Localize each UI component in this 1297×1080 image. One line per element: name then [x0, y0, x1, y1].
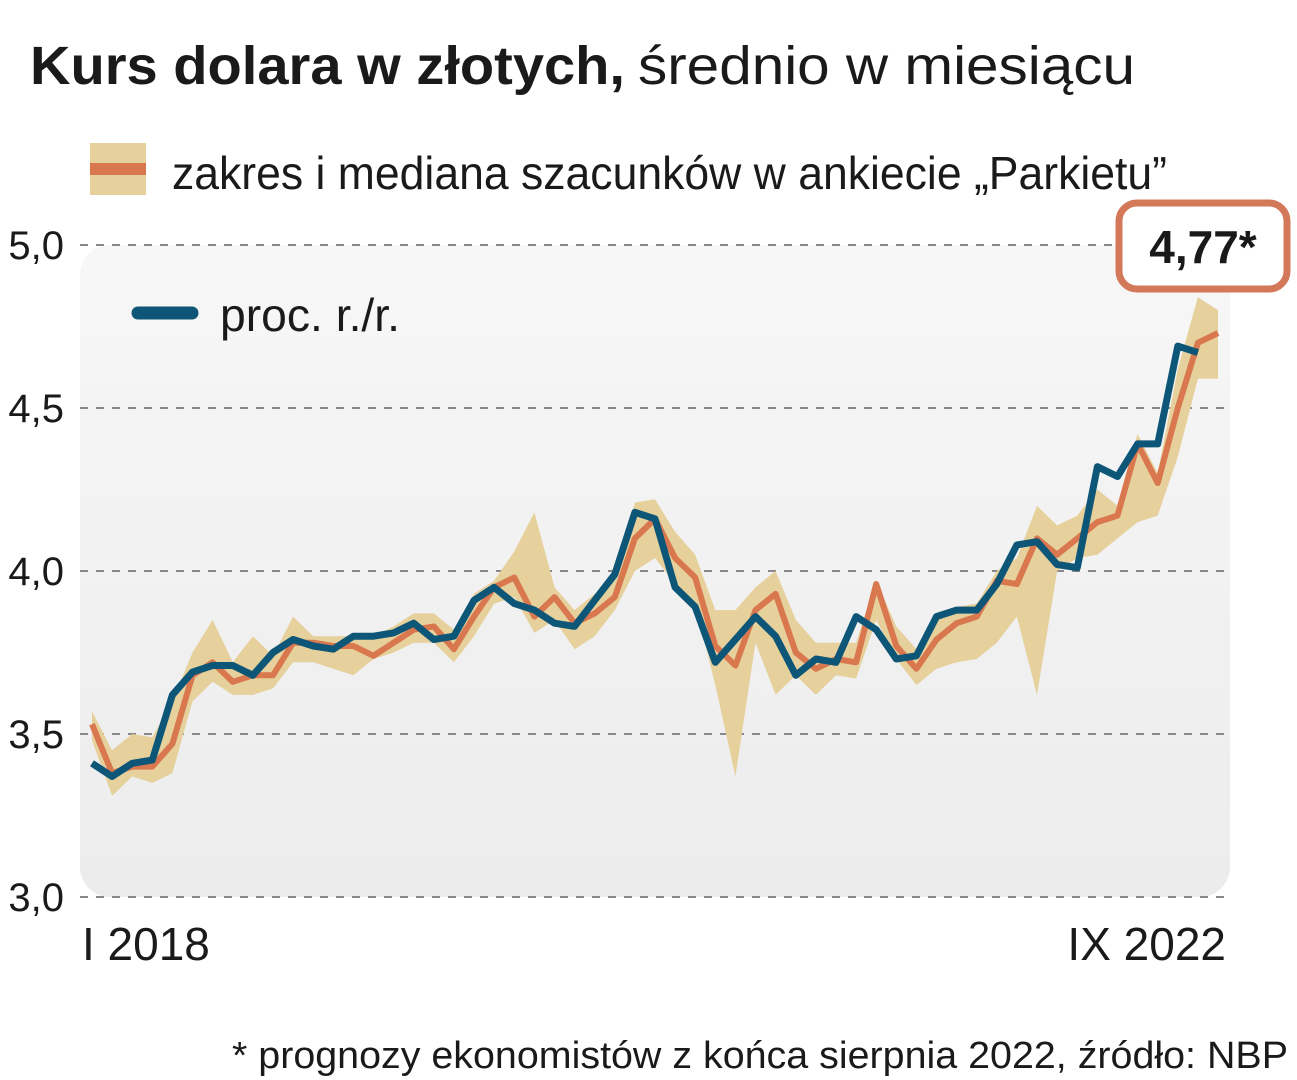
y-tick-label: 5,0	[8, 224, 64, 268]
y-tick-label: 3,0	[8, 876, 64, 920]
range-band	[92, 297, 1218, 796]
data-line	[90, 342, 1199, 780]
y-tick-label: 4,0	[8, 550, 64, 594]
footnote: * prognozy ekonomistów z końca sierpnia …	[232, 1035, 1288, 1077]
plot-background	[80, 245, 1230, 897]
y-tick-label: 3,5	[8, 713, 64, 757]
chart-title: Kurs dolara w złotych,	[30, 36, 625, 96]
x-tick-label: I 2018	[82, 918, 210, 970]
chart-subtitle: średnio w miesiącu	[638, 36, 1135, 96]
y-tick-label: 4,5	[8, 387, 64, 431]
legend-median-swatch	[90, 163, 146, 175]
annotation-box	[1115, 199, 1291, 293]
annotation-label: 4,77*	[1149, 221, 1257, 273]
legend-label: zakres i mediana szacunków w ankiecie „P…	[172, 147, 1167, 199]
x-tick-label: IX 2022	[1067, 918, 1226, 970]
legend-label: proc. r./r.	[220, 289, 400, 341]
